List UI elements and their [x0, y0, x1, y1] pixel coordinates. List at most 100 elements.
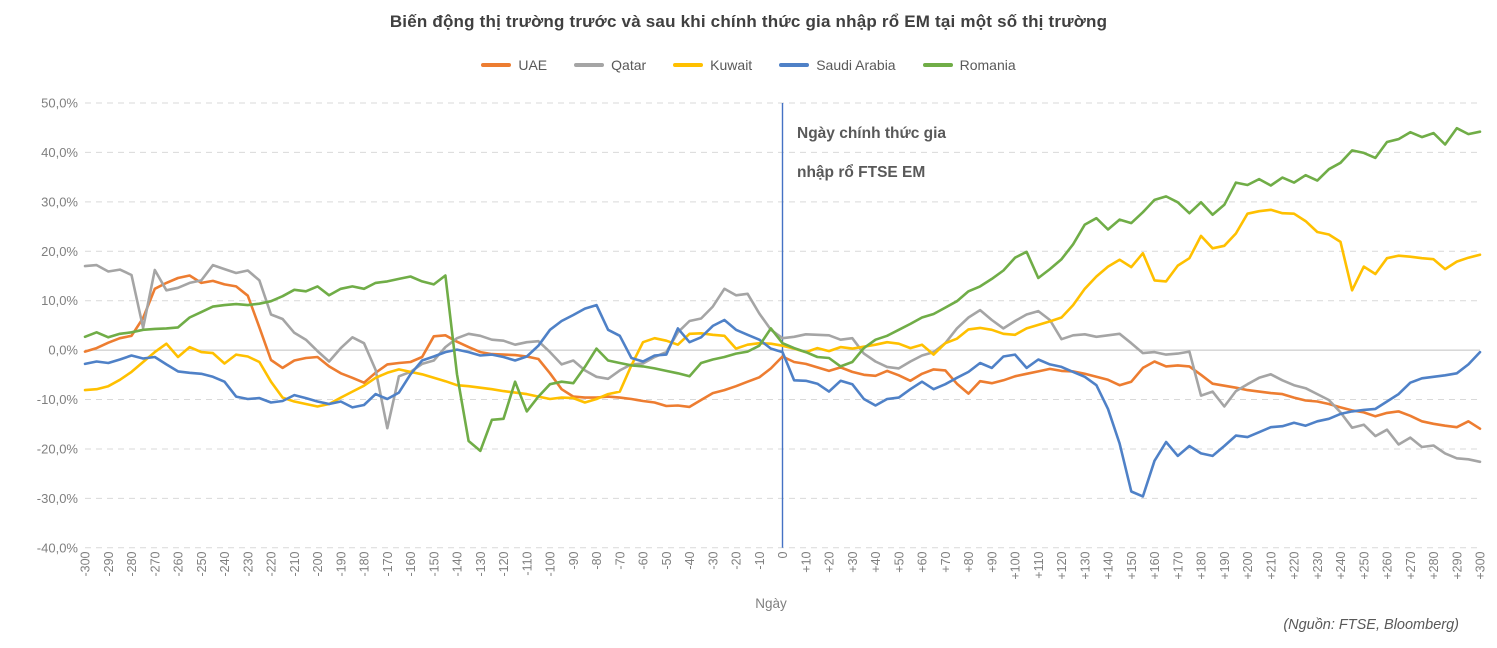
x-tick-label: -250: [195, 551, 209, 576]
y-tick-label: 20,0%: [41, 244, 78, 259]
y-tick-label: -40,0%: [37, 540, 79, 555]
x-tick-label: -110: [520, 551, 534, 575]
x-tick-label: -80: [590, 551, 604, 569]
x-tick-label: -20: [730, 551, 744, 569]
x-tick-label: +200: [1241, 551, 1255, 579]
series-line-qatar: [83, 263, 1482, 464]
x-tick-label: -260: [172, 551, 186, 576]
x-tick-label: +180: [1195, 551, 1209, 579]
x-tick-label: -100: [544, 551, 558, 576]
x-tick-label: -230: [241, 551, 255, 576]
x-tick-label: +80: [962, 551, 976, 572]
legend-label: UAE: [518, 57, 548, 73]
chart-title: Biến động thị trường trước và sau khi ch…: [389, 12, 1108, 31]
x-tick-label: -280: [125, 551, 139, 576]
legend-label: Saudi Arabia: [816, 57, 896, 73]
event-annotation-line2: nhập rổ FTSE EM: [797, 164, 926, 181]
x-tick-label: -40: [683, 551, 697, 569]
x-tick-label: +280: [1427, 551, 1441, 579]
x-tick-label: +30: [846, 551, 860, 572]
legend-label: Romania: [959, 57, 1016, 73]
x-tick-label: -60: [637, 551, 651, 569]
x-tick-label: -10: [753, 551, 767, 569]
x-tick-label: -290: [102, 551, 116, 576]
x-tick-label: +110: [1032, 551, 1046, 578]
legend-item-kuwait: Kuwait: [673, 57, 752, 73]
x-tick-label: -180: [358, 551, 372, 576]
x-tick-label: +10: [799, 551, 813, 572]
x-tick-label: -210: [288, 551, 302, 576]
x-tick-label: +260: [1381, 551, 1395, 579]
x-tick-label: +250: [1357, 551, 1371, 579]
x-tick-label: +40: [869, 551, 883, 572]
y-tick-label: -10,0%: [37, 392, 79, 407]
x-tick-label: -90: [567, 551, 581, 569]
x-tick-label: +90: [985, 551, 999, 572]
x-tick-label: -240: [218, 551, 232, 576]
x-tick-label: -170: [381, 551, 395, 576]
x-tick-label: -220: [265, 551, 279, 576]
y-tick-label: -30,0%: [37, 491, 79, 506]
x-tick-label: +270: [1404, 551, 1418, 579]
y-tick-label: 30,0%: [41, 194, 78, 209]
x-tick-label: +230: [1311, 551, 1325, 579]
x-tick-label: +130: [1078, 551, 1092, 579]
x-tick-label: +150: [1125, 551, 1139, 579]
series-line-saudi-arabia: [83, 303, 1482, 498]
x-tick-label: +100: [1009, 551, 1023, 579]
x-tick-label: -150: [427, 551, 441, 576]
source-note: (Nguồn: FTSE, Bloomberg): [1283, 617, 1459, 633]
y-tick-label: 0,0%: [48, 343, 78, 358]
x-tick-label: -160: [404, 551, 418, 576]
series-line-kuwait: [83, 208, 1482, 408]
x-tick-label: +170: [1171, 551, 1185, 579]
x-tick-label: -50: [660, 551, 674, 569]
legend-label: Kuwait: [710, 57, 753, 73]
x-tick-label: -130: [474, 551, 488, 576]
x-tick-label: +50: [892, 551, 906, 572]
legend-swatch-icon: [481, 63, 512, 67]
event-annotation: Ngày chính thức gia nhập rổ FTSE EM: [797, 114, 1017, 192]
x-axis-title: Ngày: [755, 596, 787, 611]
legend-item-saudi-arabia: Saudi Arabia: [779, 57, 896, 73]
legend-swatch-icon: [922, 63, 953, 67]
x-tick-label: +160: [1148, 551, 1162, 579]
y-tick-label: 50,0%: [41, 96, 78, 111]
legend-swatch-icon: [779, 63, 810, 67]
x-tick-label: -190: [334, 551, 348, 576]
legend-item-qatar: Qatar: [574, 57, 646, 73]
x-tick-label: +20: [823, 551, 837, 572]
x-tick-label: -300: [79, 551, 93, 576]
x-tick-label: +300: [1474, 551, 1488, 579]
event-annotation-line1: Ngày chính thức gia: [797, 125, 947, 142]
y-tick-label: -20,0%: [37, 441, 79, 456]
x-tick-label: +220: [1288, 551, 1302, 579]
series-line-romania: [83, 126, 1482, 453]
y-tick-label: 40,0%: [41, 145, 78, 160]
x-tick-label: +140: [1102, 551, 1116, 579]
series-line-uae: [83, 274, 1482, 431]
x-tick-label: +60: [916, 551, 930, 572]
x-tick-label: -30: [706, 551, 720, 569]
x-tick-label: -200: [311, 551, 325, 576]
x-tick-label: -120: [497, 551, 511, 576]
x-tick-label: +290: [1450, 551, 1464, 579]
x-tick-label: +240: [1334, 551, 1348, 579]
y-tick-label: 10,0%: [41, 293, 78, 308]
legend-item-uae: UAE: [481, 57, 547, 73]
x-tick-label: -70: [613, 551, 627, 569]
x-tick-label: +120: [1055, 551, 1069, 579]
x-tick-label: +70: [939, 551, 953, 572]
legend: UAE Qatar Kuwait Saudi Arabia Romania: [0, 57, 1497, 73]
legend-item-romania: Romania: [922, 57, 1016, 73]
x-tick-label: +190: [1218, 551, 1232, 579]
legend-swatch-icon: [673, 63, 704, 67]
x-tick-label: -140: [451, 551, 465, 576]
x-tick-label: +210: [1264, 551, 1278, 579]
legend-swatch-icon: [574, 63, 605, 67]
x-tick-label: -270: [148, 551, 162, 576]
legend-label: Qatar: [611, 57, 647, 73]
x-tick-label: 0: [776, 551, 790, 558]
